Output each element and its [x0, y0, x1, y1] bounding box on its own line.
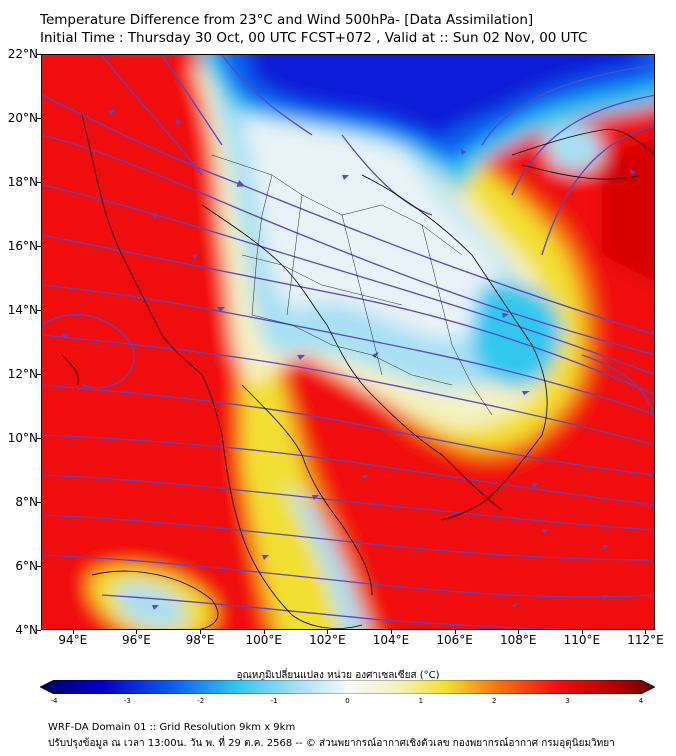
colorbar-tick-label: -2 — [197, 697, 205, 705]
map-title: Temperature Difference from 23°C and Win… — [40, 12, 534, 28]
longitude-tick — [454, 630, 456, 634]
longitude-label: 94°E — [58, 633, 88, 647]
longitude-tick — [390, 630, 392, 634]
latitude-tick — [37, 438, 41, 439]
longitude-label: 96°E — [122, 633, 151, 647]
colorbar-tick-label: 2 — [492, 697, 497, 705]
longitude-label: 100°E — [245, 633, 282, 647]
wind-streamlines — [42, 55, 654, 629]
latitude-label: 18°N — [7, 175, 38, 189]
latitude-label: 12°N — [7, 367, 38, 381]
latitude-label: 14°N — [7, 303, 38, 317]
latitude-tick — [37, 630, 41, 631]
longitude-label: 98°E — [185, 633, 215, 647]
colorbar — [40, 680, 655, 694]
latitude-label: 8°N — [15, 495, 38, 509]
temperature-field — [42, 55, 654, 629]
latitude-label: 10°N — [7, 431, 38, 445]
colorbar-tick-label: 0 — [345, 697, 350, 705]
map-panel — [41, 54, 655, 630]
colorbar-tick-label: 3 — [565, 697, 570, 705]
footer-credit: ปรับปรุงข้อมูล ณ เวลา 13:00น. วัน พ. ที่… — [48, 738, 615, 749]
colorbar-tick-label: 4 — [638, 697, 644, 705]
latitude-label: 22°N — [7, 47, 38, 61]
longitude-tick — [72, 630, 74, 634]
longitude-label: 112°E — [627, 633, 664, 647]
colorbar-tick-label: -1 — [270, 697, 278, 705]
longitude-tick — [327, 630, 329, 634]
latitude-label: 4°N — [15, 623, 38, 637]
latitude-label: 16°N — [7, 239, 38, 253]
coastlines — [61, 114, 654, 629]
footer-domain-info: WRF-DA Domain 01 :: Grid Resolution 9km … — [48, 722, 296, 733]
colorbar-tick-label: -4 — [50, 697, 58, 705]
longitude-label: 108°E — [499, 633, 537, 647]
longitude-tick — [200, 630, 202, 634]
longitude-label: 110°E — [563, 633, 601, 647]
colorbar-tick-label: -3 — [123, 697, 131, 705]
longitude-tick — [263, 630, 265, 634]
latitude-tick — [37, 54, 41, 55]
wind-arrowheads — [62, 109, 635, 610]
longitude-label: 106°E — [436, 633, 473, 647]
latitude-label: 20°N — [7, 111, 38, 125]
latitude-tick — [37, 118, 41, 119]
colorbar-tick-label: 1 — [418, 697, 424, 705]
temperature-wind-map — [42, 55, 654, 629]
latitude-tick — [37, 566, 41, 567]
latitude-tick — [37, 246, 41, 247]
latitude-label: 6°N — [15, 559, 38, 573]
longitude-tick — [581, 630, 583, 634]
longitude-tick — [136, 630, 138, 634]
latitude-tick — [37, 374, 41, 375]
longitude-label: 104°E — [372, 633, 410, 647]
borders — [211, 154, 493, 416]
latitude-tick — [37, 502, 41, 503]
colorbar-label: อุณหภูมิเปลี่ยนแปลง หน่วย องศาเซลเซียส (… — [236, 670, 440, 681]
latitude-tick — [37, 182, 41, 183]
longitude-label: 102°E — [309, 633, 346, 647]
longitude-tick — [518, 630, 520, 634]
latitude-tick — [37, 310, 41, 311]
longitude-tick — [645, 630, 647, 634]
map-subtitle: Initial Time : Thursday 30 Oct, 00 UTC F… — [40, 30, 588, 46]
